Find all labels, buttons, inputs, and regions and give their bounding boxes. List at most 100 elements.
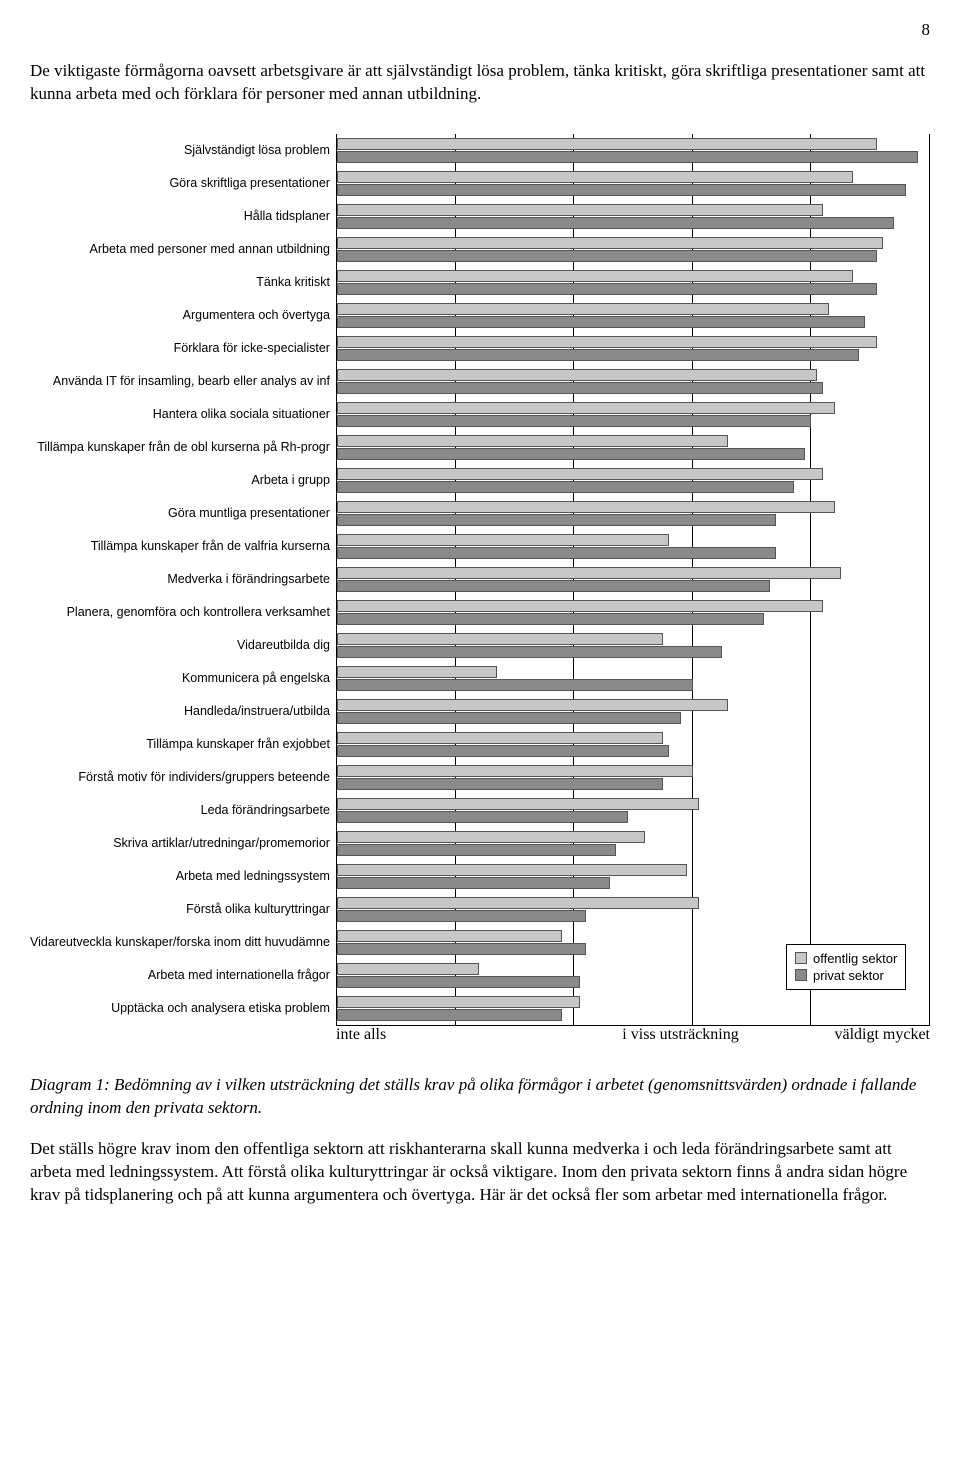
chart-row	[337, 299, 930, 332]
chart-row	[337, 167, 930, 200]
legend-swatch	[795, 952, 807, 964]
chart-row-label: Förklara för icke-specialister	[30, 332, 330, 365]
legend-item: privat sektor	[795, 968, 897, 983]
chart-row-label: Använda IT för insamling, bearb eller an…	[30, 365, 330, 398]
bar-offentlig	[337, 171, 853, 183]
chart-row	[337, 695, 930, 728]
chart-row	[337, 860, 930, 893]
chart-row-label: Förstå olika kulturyttringar	[30, 893, 330, 926]
bar-offentlig	[337, 534, 669, 546]
chart-legend: offentlig sektor privat sektor	[786, 944, 906, 990]
chart-rows	[337, 134, 930, 1025]
chart-x-axis: inte alls i viss utsträckning väldigt myck…	[336, 1026, 930, 1046]
bar-privat	[337, 250, 877, 262]
bar-offentlig	[337, 765, 693, 777]
bar-privat	[337, 679, 693, 691]
chart-row-label: Kommunicera på engelska	[30, 662, 330, 695]
chart-row	[337, 530, 930, 563]
x-axis-tick-label: i viss utsträckning	[622, 1026, 738, 1044]
intro-paragraph: De viktigaste förmågorna oavsett arbetsg…	[30, 60, 930, 106]
chart-row	[337, 134, 930, 167]
x-axis-tick-label: inte alls	[336, 1026, 386, 1044]
bar-privat	[337, 811, 628, 823]
bar-offentlig	[337, 699, 728, 711]
bar-privat	[337, 646, 722, 658]
chart-row	[337, 497, 930, 530]
legend-swatch	[795, 969, 807, 981]
bar-offentlig	[337, 237, 883, 249]
bar-offentlig	[337, 864, 687, 876]
chart-row-label: Göra muntliga presentationer	[30, 497, 330, 530]
bar-privat	[337, 184, 906, 196]
bar-privat	[337, 217, 894, 229]
bar-offentlig	[337, 402, 835, 414]
bar-offentlig	[337, 897, 699, 909]
chart-y-labels: Självständigt lösa problemGöra skriftlig…	[30, 134, 336, 1026]
chart-row-label: Vidareutbilda dig	[30, 629, 330, 662]
bar-privat	[337, 448, 806, 460]
bar-privat	[337, 283, 877, 295]
chart-row-label: Vidareutveckla kunskaper/forska inom dit…	[30, 926, 330, 959]
bar-privat	[337, 580, 770, 592]
bar-offentlig	[337, 963, 479, 975]
bar-offentlig	[337, 336, 877, 348]
chart-row-label: Leda förändringsarbete	[30, 794, 330, 827]
chart-row-label: Argumentera och övertyga	[30, 299, 330, 332]
chart-row-label: Hålla tidsplaner	[30, 200, 330, 233]
bar-offentlig	[337, 567, 841, 579]
bar-offentlig	[337, 270, 853, 282]
bar-offentlig	[337, 930, 562, 942]
legend-label: offentlig sektor	[813, 951, 897, 966]
bar-privat	[337, 613, 764, 625]
bar-privat	[337, 877, 610, 889]
chart-row-label: Handleda/instruera/utbilda	[30, 695, 330, 728]
bar-privat	[337, 415, 811, 427]
chart-container: Självständigt lösa problemGöra skriftlig…	[30, 134, 930, 1026]
chart-row	[337, 464, 930, 497]
chart-row	[337, 563, 930, 596]
chart-row	[337, 200, 930, 233]
x-axis-tick-label: väldigt mycket	[834, 1026, 930, 1044]
bar-privat	[337, 514, 776, 526]
bar-offentlig	[337, 501, 835, 513]
bar-offentlig	[337, 468, 823, 480]
bar-privat	[337, 349, 859, 361]
chart-row-label: Tillämpa kunskaper från de valfria kurse…	[30, 530, 330, 563]
chart-row	[337, 596, 930, 629]
body-paragraph: Det ställs högre krav inom den offentlig…	[30, 1138, 930, 1207]
chart-row	[337, 365, 930, 398]
bar-offentlig	[337, 831, 645, 843]
chart-row	[337, 761, 930, 794]
chart-row	[337, 266, 930, 299]
bar-offentlig	[337, 633, 663, 645]
chart-row-label: Självständigt lösa problem	[30, 134, 330, 167]
bar-offentlig	[337, 600, 823, 612]
chart-row-label: Tillämpa kunskaper från de obl kurserna …	[30, 431, 330, 464]
bar-privat	[337, 1009, 562, 1021]
bar-offentlig	[337, 798, 699, 810]
bar-offentlig	[337, 303, 829, 315]
chart-row-label: Planera, genomföra och kontrollera verks…	[30, 596, 330, 629]
chart-row	[337, 794, 930, 827]
chart-row-label: Tillämpa kunskaper från exjobbet	[30, 728, 330, 761]
bar-privat	[337, 943, 586, 955]
bar-offentlig	[337, 204, 823, 216]
bar-privat	[337, 745, 669, 757]
chart-row	[337, 893, 930, 926]
chart-row-label: Arbeta med ledningssystem	[30, 860, 330, 893]
bar-privat	[337, 547, 776, 559]
bar-privat	[337, 976, 580, 988]
chart-row	[337, 431, 930, 464]
chart-row-label: Tänka kritiskt	[30, 266, 330, 299]
bar-offentlig	[337, 435, 728, 447]
chart-row	[337, 728, 930, 761]
chart-caption: Diagram 1: Bedömning av i vilken utsträc…	[30, 1074, 930, 1120]
bar-privat	[337, 712, 681, 724]
bar-privat	[337, 778, 663, 790]
bar-privat	[337, 151, 918, 163]
chart-row	[337, 662, 930, 695]
chart-row	[337, 398, 930, 431]
chart-row-label: Upptäcka och analysera etiska problem	[30, 992, 330, 1025]
chart-row	[337, 992, 930, 1025]
chart-row-label: Göra skriftliga presentationer	[30, 167, 330, 200]
